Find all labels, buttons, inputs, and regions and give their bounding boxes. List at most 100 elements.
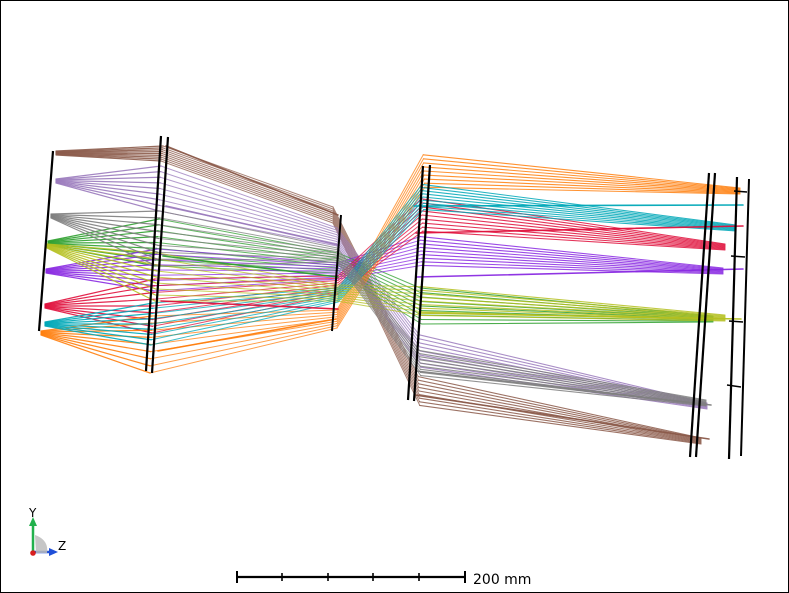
ray-segment (55, 149, 164, 153)
ray-segment (156, 261, 338, 267)
ray-segment (47, 230, 159, 243)
ray-segment (336, 258, 421, 370)
ray-segment (420, 300, 726, 319)
ray-segment (149, 327, 338, 374)
ray-segment (336, 229, 420, 340)
ray-segment (423, 162, 741, 191)
ray-segment (160, 160, 334, 224)
ray-segment (158, 231, 338, 254)
ray-segment (55, 153, 163, 158)
ray-segment (160, 165, 338, 229)
ray-segment (421, 318, 714, 322)
ray-segment (152, 286, 339, 314)
ray-segment (337, 205, 425, 301)
y-axis-head (29, 517, 37, 526)
lens-1 (37, 135, 170, 374)
ray-segment (46, 247, 156, 302)
ray-segment (157, 258, 338, 288)
ray-segment (44, 306, 154, 321)
ray-segment (337, 257, 422, 298)
ray-segment (161, 151, 334, 214)
ray-segment (424, 186, 741, 195)
ray-segment (44, 323, 153, 330)
ray-segment (156, 248, 339, 264)
ray-segment (151, 298, 339, 335)
ray-fan (40, 145, 744, 445)
ray-segment (421, 210, 726, 247)
ray-segment (159, 210, 338, 249)
ray-segment (336, 261, 422, 377)
ray-segment (420, 250, 724, 272)
ray-segment (419, 239, 724, 270)
ray-segment (50, 210, 161, 215)
ray-segment (158, 238, 338, 256)
ray-segment (44, 305, 154, 314)
ray-segment (336, 259, 422, 373)
ray-segment (44, 325, 152, 346)
ray-segment (50, 216, 158, 260)
ray-segment (46, 246, 157, 290)
ray-segment (422, 190, 737, 228)
ray-segment (423, 166, 741, 191)
ray-segment (47, 236, 159, 244)
ray-segment (420, 243, 724, 271)
axis-gizmo-shade (35, 535, 48, 553)
ray-segment (154, 265, 339, 274)
ray-segment (419, 356, 707, 403)
ray-segment (162, 255, 339, 278)
scale-bar-label: 200 mm (473, 572, 531, 588)
ray-segment (55, 179, 161, 184)
ray-segment (44, 285, 156, 306)
ray-segment (159, 188, 338, 238)
ray-segment (421, 321, 714, 325)
ray-segment (152, 291, 339, 314)
ray-segment (336, 182, 426, 327)
ray-segment (45, 271, 156, 282)
ray-segment (418, 352, 707, 402)
ray-segment (55, 165, 162, 180)
ray-segment (151, 311, 338, 324)
ray-segment (416, 268, 744, 278)
ray-segment (47, 224, 160, 243)
ray-segment (55, 145, 164, 152)
ray-segment (50, 216, 159, 253)
ray-segment (422, 196, 737, 229)
ray-segment (155, 282, 338, 296)
lens-3 (688, 172, 717, 458)
scale-bar: 200 mm (236, 571, 531, 588)
ray-segment (419, 362, 707, 404)
ray-segment (422, 199, 737, 230)
axis-z-label: Z (58, 539, 66, 553)
ray-segment (47, 242, 158, 249)
ray-segment (44, 291, 155, 306)
ray-segment (422, 158, 741, 190)
ray-segment (421, 214, 726, 248)
ray-segment (150, 318, 338, 345)
ray-segment (418, 397, 702, 444)
ray-segment (336, 284, 421, 288)
ray-segment (160, 176, 338, 233)
ray-segment (50, 213, 161, 219)
ray-segment (44, 278, 156, 305)
z-axis-head (49, 548, 58, 556)
ray-segment (332, 210, 420, 385)
ray-segment (420, 246, 724, 271)
x-axis-origin (30, 550, 36, 556)
ray-segment (160, 171, 338, 231)
ray-segment (415, 370, 712, 406)
ray-segment (336, 251, 421, 358)
ray-segment (151, 314, 338, 331)
ray-segment (417, 379, 702, 440)
ray-segment (46, 245, 158, 278)
ray-segment (156, 264, 338, 290)
ray-segment (154, 294, 338, 300)
ray-segment (419, 289, 726, 317)
ray-segment (44, 302, 154, 323)
ray-segment (155, 288, 338, 298)
ray-segment (44, 307, 154, 324)
ray-segment (55, 176, 162, 181)
ray-segment (157, 244, 338, 258)
ray-segment (420, 296, 726, 318)
